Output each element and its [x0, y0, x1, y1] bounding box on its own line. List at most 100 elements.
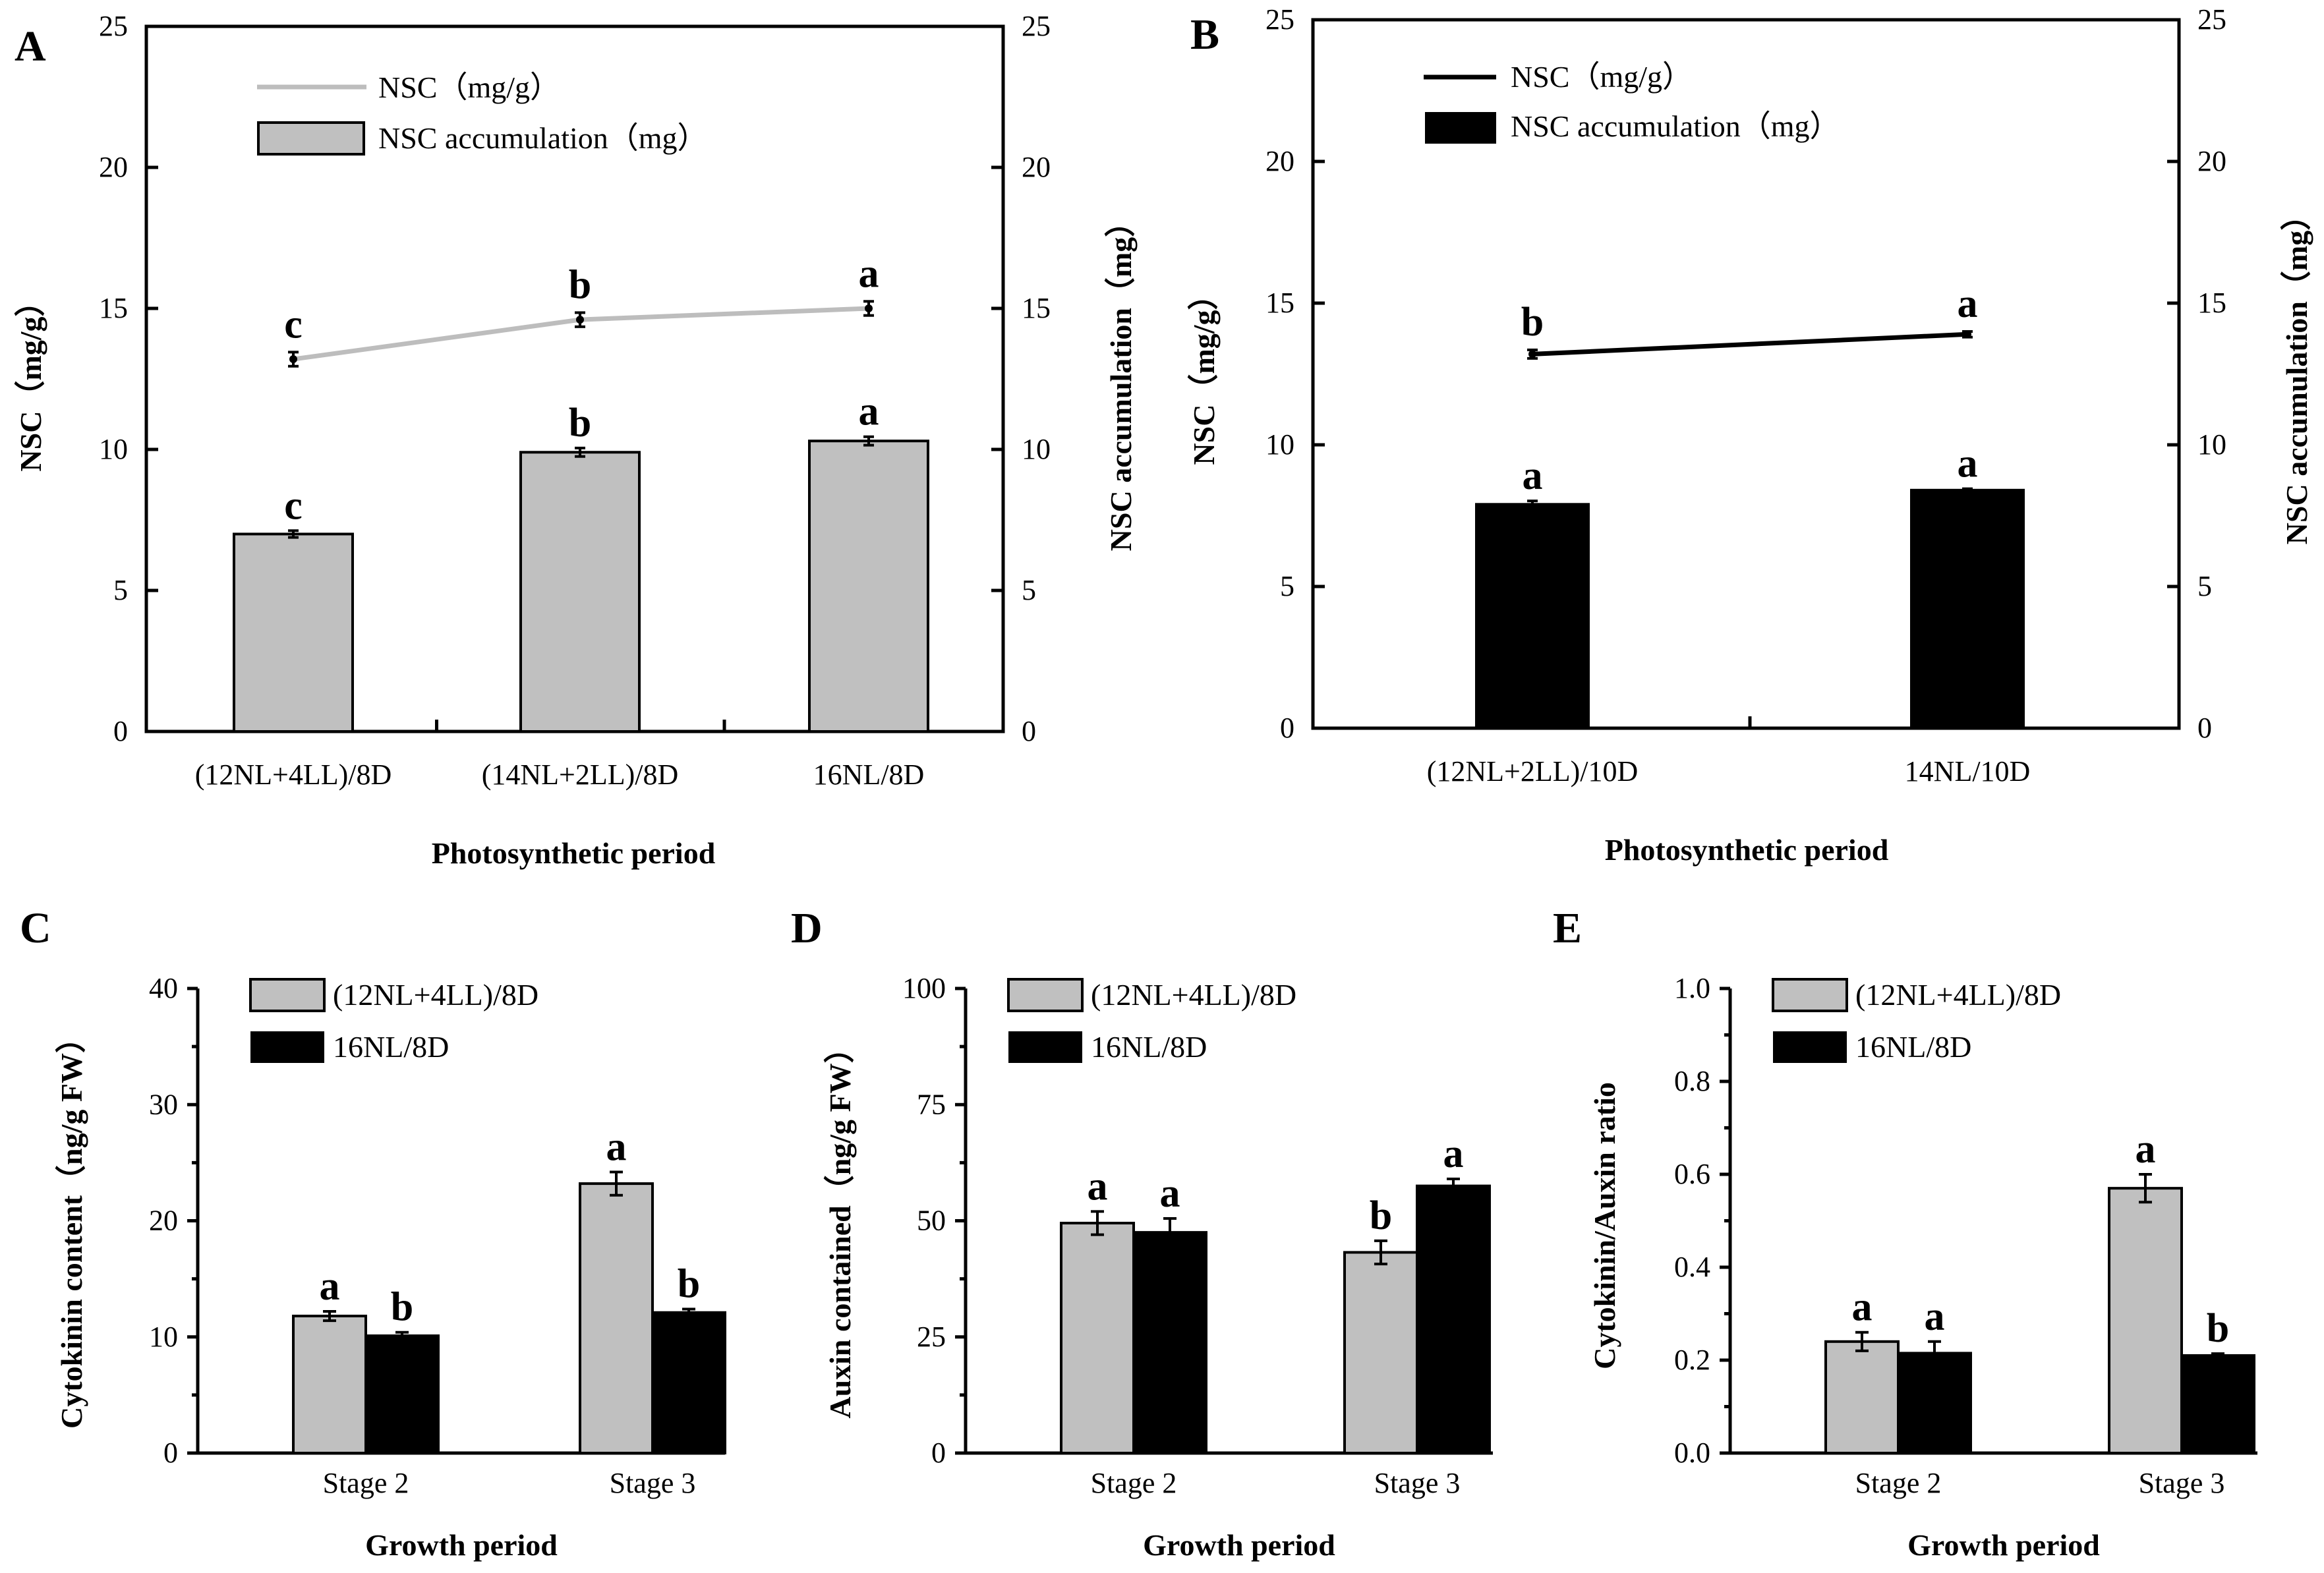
bar: [2180, 1354, 2255, 1454]
x-tick-label: Stage 3: [610, 1467, 696, 1499]
x-axis-title-d: Growth period: [1143, 1528, 1335, 1562]
line-series-a: c b a: [284, 251, 879, 368]
legend-label-line-a: NSC（mg/g）: [378, 71, 560, 104]
bar-series-a: c b a: [233, 389, 929, 733]
legend-label-bar-b: NSC accumulation（mg）: [1511, 109, 1840, 143]
legend-swatch-d-0: [1007, 978, 1084, 1012]
bar: [364, 1334, 440, 1455]
y2-tick-label: 15: [2197, 287, 2226, 319]
y-tick-label: 0: [163, 1437, 178, 1469]
legend-swatch-c-0: [249, 978, 326, 1012]
y2-axis-title-b: NSC accumulation（mg）: [2280, 200, 2313, 545]
y-tick-label: 25: [1265, 3, 1294, 36]
bar: [519, 451, 641, 733]
x-axis-title-a: Photosynthetic period: [432, 836, 716, 870]
significance-label: a: [1443, 1131, 1464, 1176]
y-tick-label: 20: [99, 151, 128, 183]
significance-label: a: [1088, 1164, 1108, 1209]
x-axis-a: (12NL+4LL)/8D (14NL+2LL)/8D 16NL/8D: [195, 720, 924, 791]
y-tick-label: 10: [1265, 428, 1294, 461]
legend-label-d-0: (12NL+4LL)/8D: [1091, 978, 1296, 1012]
y-tick-label: 25: [99, 10, 128, 42]
y-tick-label: 5: [1280, 570, 1294, 602]
y-tick-label: 15: [99, 292, 128, 324]
x-tick-label: Stage 3: [1374, 1467, 1461, 1499]
y-tick-label: 30: [149, 1088, 178, 1120]
y-axis-left-a: 0 5 10 15 20 25: [99, 10, 158, 747]
x-tick-label: Stage 2: [1855, 1467, 1942, 1499]
y2-tick-label: 10: [1022, 433, 1051, 465]
x-axis-d: Stage 2 Stage 3: [1091, 1467, 1461, 1499]
panel-d: D 0 25 50 75 100 a b a a Stage 2 Stage 3 (12NL+4…: [791, 904, 1493, 1562]
plot-frame-b: [1311, 18, 2181, 730]
y-tick-label: 50: [917, 1205, 946, 1237]
legend-swatch-c-1: [250, 1031, 324, 1063]
y2-tick-label: 15: [1022, 292, 1051, 324]
x-axis-title-b: Photosynthetic period: [1605, 833, 1889, 867]
y2-tick-label: 5: [1022, 574, 1036, 606]
y-tick-label: 25: [917, 1321, 946, 1353]
y-tick-label: 0: [113, 715, 128, 747]
panel-label-b: B: [1190, 11, 1219, 59]
line-point: [576, 316, 584, 324]
y-tick-label: 40: [149, 972, 178, 1004]
legend-label-c-0: (12NL+4LL)/8D: [333, 978, 538, 1012]
y-axis-left-b: 0 5 10 15 20 25: [1265, 3, 1325, 744]
y-tick-label: 10: [149, 1321, 178, 1353]
bar: [1475, 503, 1590, 729]
line-point: [1528, 350, 1536, 358]
significance-label: a: [859, 389, 879, 434]
y-axis-title-b: NSC（mg/g）: [1187, 279, 1221, 465]
significance-label: a: [1852, 1285, 1873, 1330]
x-axis-e: Stage 2 Stage 3: [1855, 1467, 2225, 1499]
x-tick-label: (14NL+2LL)/8D: [482, 758, 679, 791]
bar: [579, 1182, 654, 1454]
y-tick-label: 10: [99, 433, 128, 465]
x-axis-c: Stage 2 Stage 3: [323, 1467, 696, 1499]
significance-label: c: [284, 302, 303, 347]
legend-swatch-e-0: [1772, 978, 1848, 1012]
x-axis-b: (12NL+2LL)/10D 14NL/10D: [1427, 716, 2030, 787]
y-tick-label: 0.4: [1674, 1251, 1710, 1283]
bar: [808, 440, 929, 733]
significance-label: a: [1958, 442, 1978, 486]
x-tick-label: (12NL+2LL)/10D: [1427, 755, 1639, 787]
significance-label: a: [606, 1124, 627, 1169]
significance-label: a: [1523, 453, 1543, 498]
bar: [1343, 1251, 1418, 1454]
bar: [1416, 1184, 1491, 1454]
significance-label: a: [1925, 1294, 1945, 1339]
significance-label: c: [284, 483, 303, 528]
y-tick-label: 75: [917, 1088, 946, 1120]
panel-e: E 0.0 0.2 0.4 0.6 0.8 1.0 a a a b Stage 2 Stage 3…: [1553, 904, 2257, 1562]
y2-tick-label: 20: [1022, 151, 1051, 183]
y-tick-label: 1.0: [1674, 972, 1710, 1004]
panel-a: A 0 5 10 15 20 25 0 5 10 15 20 25 c b a c b a (12NL+4L…: [14, 10, 1138, 870]
legend-label-d-1: 16NL/8D: [1091, 1030, 1207, 1064]
legend-label-line-b: NSC（mg/g）: [1511, 60, 1693, 94]
bar: [651, 1311, 726, 1455]
y-tick-label: 15: [1265, 287, 1294, 319]
bar-series-c: a a b b: [292, 1124, 726, 1455]
axes-d: 0 25 50 75 100: [902, 972, 1493, 1469]
y-tick-label: 0.8: [1674, 1065, 1710, 1097]
y-tick-label: 0: [931, 1437, 946, 1469]
x-tick-label: Stage 2: [323, 1467, 409, 1499]
significance-label: b: [391, 1285, 413, 1330]
legend-label-e-1: 16NL/8D: [1855, 1030, 1971, 1064]
significance-label: a: [859, 251, 879, 296]
line-point: [1963, 330, 1971, 339]
legend-swatch-e-1: [1773, 1031, 1847, 1063]
y-axis-title-d: Auxin contained（ng/g FW）: [823, 1033, 857, 1418]
y-axis-title-c: Cytokinin content（ng/g FW）: [55, 1023, 88, 1429]
significance-label: a: [320, 1264, 340, 1309]
y-axis-right-a: 0 5 10 15 20 25: [991, 10, 1051, 747]
y-tick-label: 0.0: [1674, 1437, 1710, 1469]
legend-bar-swatch-b: [1425, 112, 1496, 144]
panel-label-e: E: [1553, 904, 1582, 952]
line-point: [865, 304, 873, 312]
